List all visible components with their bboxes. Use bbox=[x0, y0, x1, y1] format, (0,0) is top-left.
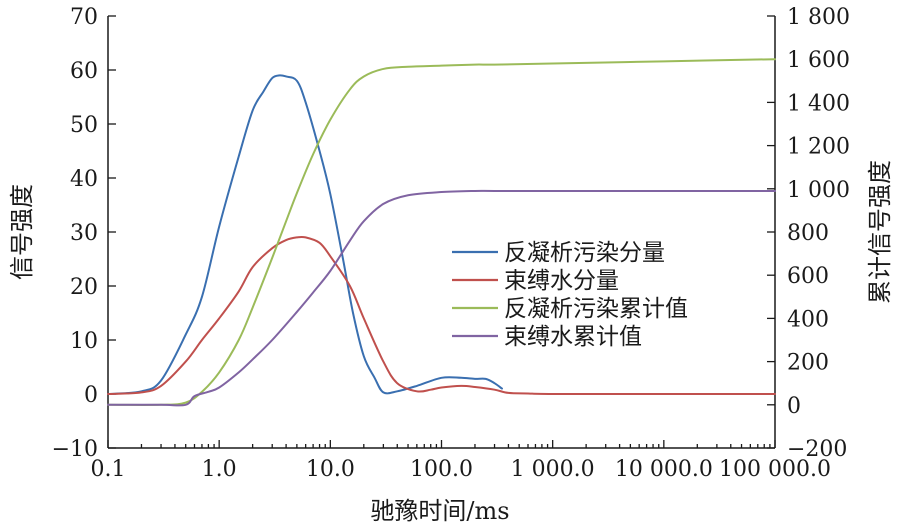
right-y-tick-label: −200 bbox=[787, 437, 847, 462]
right-y-tick-label: 1 400 bbox=[787, 91, 850, 116]
legend-label: 反凝析污染分量 bbox=[504, 240, 665, 266]
left-y-tick-label: 40 bbox=[70, 167, 98, 192]
left-y-tick-label: 70 bbox=[70, 5, 98, 30]
x-tick-label: 1 000.0 bbox=[511, 457, 595, 482]
right-y-tick-label: 0 bbox=[787, 394, 801, 419]
x-ticks: 0.1 1.0 10.0 100.0 1 000.0 10 000.0 100 000.0 bbox=[91, 440, 831, 482]
left-y-tick-label: 0 bbox=[84, 383, 98, 408]
left-y-tick-label: 50 bbox=[70, 113, 98, 138]
x-tick-label: 0.1 bbox=[91, 457, 126, 482]
legend-item: 束缚水分量 bbox=[452, 268, 619, 294]
x-tick-label: 100 000.0 bbox=[719, 457, 831, 482]
legend-label: 束缚水分量 bbox=[504, 268, 619, 294]
x-tick-label: 10 000.0 bbox=[615, 457, 713, 482]
x-tick-label: 10.0 bbox=[306, 457, 355, 482]
left-y-tick-label: 60 bbox=[70, 59, 98, 84]
legend-label: 束缚水累计值 bbox=[504, 324, 642, 350]
series-line-3 bbox=[107, 189, 776, 407]
x-axis-title: 驰豫时间/ms bbox=[370, 497, 509, 525]
series-2 bbox=[107, 58, 776, 406]
right-y-tick-label: 1 800 bbox=[787, 5, 850, 30]
left-y-axis-title: 信号强度 bbox=[8, 184, 36, 280]
axes bbox=[107, 16, 776, 449]
series-1 bbox=[107, 235, 776, 396]
right-y-tick-label: 800 bbox=[787, 221, 829, 246]
series-3 bbox=[107, 189, 776, 407]
right-y-tick-label: 200 bbox=[787, 351, 829, 376]
series-0 bbox=[107, 74, 503, 395]
legend-label: 反凝析污染累计值 bbox=[504, 296, 688, 322]
x-tick-label: 1.0 bbox=[202, 457, 237, 482]
series-layer bbox=[107, 58, 776, 407]
right-y-tick-label: 1 000 bbox=[787, 178, 850, 203]
right-y-tick-label: 400 bbox=[787, 307, 829, 332]
series-line-2 bbox=[107, 58, 776, 406]
x-tick-label: 100.0 bbox=[410, 457, 473, 482]
left-y-tick-label: 20 bbox=[70, 275, 98, 300]
legend-item: 反凝析污染累计值 bbox=[452, 296, 688, 322]
right-y-ticks: −200 0 200 400 600 800 1 000 1 200 1 400 1 600 1 8… bbox=[767, 5, 850, 462]
left-y-tick-label: −10 bbox=[52, 437, 98, 462]
series-line-1 bbox=[107, 235, 776, 396]
right-y-tick-label: 1 200 bbox=[787, 135, 850, 160]
right-y-axis-title: 累计信号强度 bbox=[866, 160, 894, 304]
right-y-tick-label: 1 600 bbox=[787, 48, 850, 73]
left-y-tick-label: 30 bbox=[70, 221, 98, 246]
left-y-tick-label: 10 bbox=[70, 329, 98, 354]
legend-item: 束缚水累计值 bbox=[452, 324, 642, 350]
left-y-ticks: −10 0 10 20 30 40 50 60 70 bbox=[52, 5, 116, 462]
right-y-tick-label: 600 bbox=[787, 264, 829, 289]
legend-item: 反凝析污染分量 bbox=[452, 240, 665, 266]
series-line-0 bbox=[107, 74, 503, 395]
